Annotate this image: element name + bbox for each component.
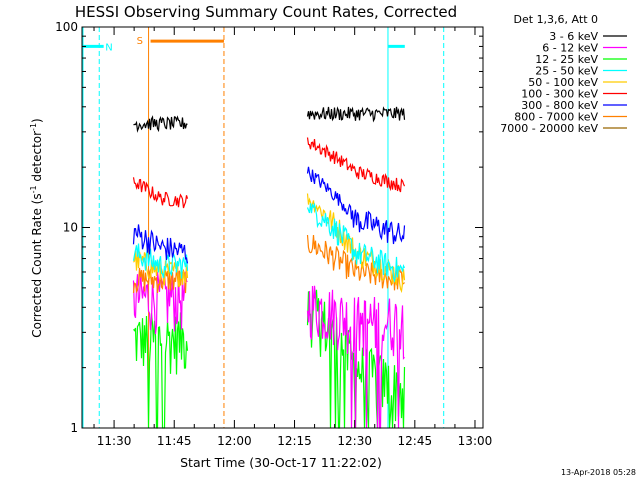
flag-n-label: N bbox=[105, 42, 112, 53]
series-5-segment-2 bbox=[306, 193, 406, 294]
legend-label-9: 7000 - 20000 keV bbox=[500, 122, 598, 135]
plot-frame bbox=[81, 26, 484, 429]
flag-s-label: S bbox=[137, 36, 143, 47]
y-tick-label-0: 100 bbox=[55, 20, 78, 34]
legend-label-5: 50 - 100 keV bbox=[528, 76, 598, 89]
legend-label-4: 25 - 50 keV bbox=[535, 65, 598, 78]
legend-header: Det 1,3,6, Att 0 bbox=[514, 13, 598, 26]
chart-title: HESSI Observing Summary Count Rates, Cor… bbox=[75, 3, 457, 21]
x-tick-label-5: 12:45 bbox=[398, 434, 433, 448]
series-4-segment-2 bbox=[306, 202, 406, 283]
series-7-segment-1 bbox=[132, 224, 189, 264]
series-5-segment-1 bbox=[133, 249, 189, 287]
y-axis-label-text-3: ) bbox=[30, 118, 44, 123]
y-tick-label-2: 1 bbox=[70, 421, 78, 435]
series-3-segment-1 bbox=[133, 312, 189, 429]
legend-label-2: 6 - 12 keV bbox=[542, 42, 598, 55]
y-axis-label-sup-1: -1 bbox=[29, 185, 38, 193]
x-tick-label-0: 11:30 bbox=[97, 434, 132, 448]
legend-label-3: 12 - 25 keV bbox=[535, 53, 598, 66]
series-6-segment-2 bbox=[306, 137, 406, 193]
y-axis-label-text-2: detector bbox=[30, 131, 44, 186]
x-tick-label-1: 11:45 bbox=[157, 434, 192, 448]
y-axis: 100 10 1 bbox=[55, 20, 483, 435]
x-tick-label-6: 13:00 bbox=[458, 434, 493, 448]
x-tick-label-4: 12:30 bbox=[337, 434, 372, 448]
series-7-segment-2 bbox=[306, 166, 406, 245]
legend-label-1: 3 - 6 keV bbox=[549, 30, 598, 43]
y-axis-label-text: Corrected Count Rate (s bbox=[30, 193, 44, 337]
series-1-segment-2 bbox=[306, 106, 406, 123]
legend-label-7: 300 - 800 keV bbox=[521, 99, 598, 112]
x-tick-label-3: 12:15 bbox=[277, 434, 312, 448]
x-axis-label: Start Time (30-Oct-17 11:22:02) bbox=[180, 455, 382, 470]
legend-label-6: 100 - 300 keV bbox=[521, 88, 598, 101]
y-axis-label: Corrected Count Rate (s-1 detector-1) bbox=[29, 118, 44, 337]
series-6-segment-1 bbox=[132, 177, 189, 209]
x-tick-label-2: 12:00 bbox=[217, 434, 252, 448]
series-1-segment-1 bbox=[133, 115, 188, 133]
footer-date: 13-Apr-2018 05:28 bbox=[561, 468, 636, 477]
x-axis: 11:30 11:45 12:00 12:15 12:30 12:45 13:00 bbox=[93, 27, 493, 448]
plot-area: NS bbox=[82, 27, 445, 429]
legend-label-8: 800 - 7000 keV bbox=[514, 111, 598, 124]
y-axis-label-sup-2: -1 bbox=[29, 123, 38, 131]
series-2-segment-2 bbox=[306, 285, 405, 429]
series-4-segment-1 bbox=[132, 243, 189, 279]
y-tick-label-1: 10 bbox=[63, 221, 78, 235]
